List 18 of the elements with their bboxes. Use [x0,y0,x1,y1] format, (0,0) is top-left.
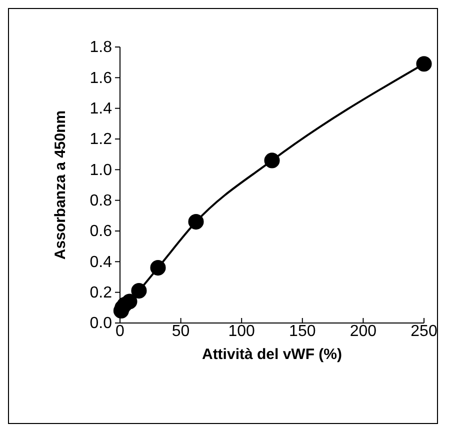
y-tick-label: 1.8 [90,39,112,56]
x-tick-label: 0 [116,322,125,340]
x-tick-label: 50 [172,322,190,340]
y-tick-label: 0.2 [90,284,112,302]
y-tick-label: 0.8 [90,192,112,210]
y-tick-label: 1.6 [90,70,112,87]
y-tick-label: 0.4 [90,254,112,271]
y-axis-title: Assorbanza a 450nm [52,110,69,260]
x-tick-label: 200 [350,322,377,340]
x-tick-label: 150 [289,322,316,340]
y-tick-label: 0.0 [90,315,112,332]
y-tick-label: 0.6 [90,223,112,240]
x-axis-title: Attività del vWF (%) [202,346,342,363]
y-tick-label: 1.4 [90,100,112,118]
x-tick-label: 250 [410,322,438,340]
x-tick-label: 100 [228,322,256,340]
y-tick-label: 1.0 [90,162,112,179]
y-tick-label: 1.2 [90,131,112,148]
